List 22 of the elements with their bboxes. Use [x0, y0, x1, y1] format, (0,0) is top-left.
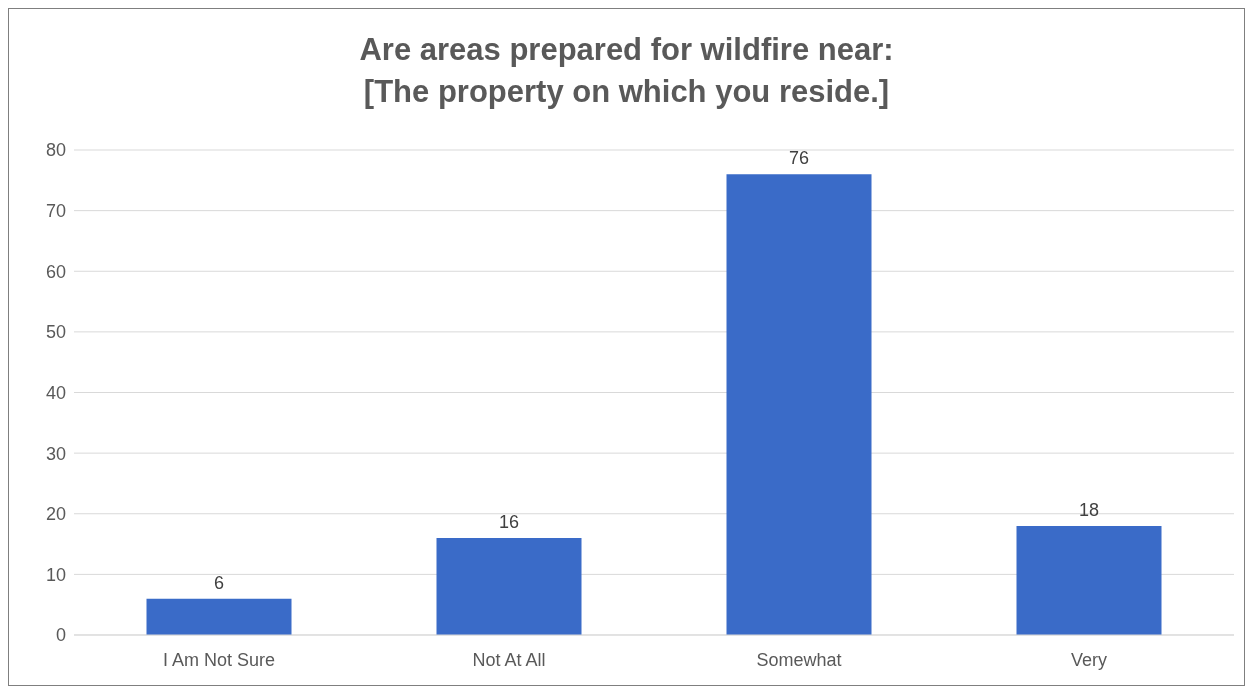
- y-tick-label: 10: [45, 564, 66, 585]
- y-tick-label: 40: [45, 382, 66, 403]
- x-tick-label: Not At All: [472, 649, 546, 670]
- data-label: 16: [498, 512, 520, 532]
- y-tick-label: 60: [45, 261, 66, 282]
- bar: [146, 598, 292, 635]
- y-tick-label: 80: [45, 140, 66, 161]
- chart-title: Are areas prepared for wildfire near: [The property on which you reside.]: [358, 31, 895, 111]
- x-tick-label: I Am Not Sure: [162, 649, 276, 670]
- bar: [726, 174, 872, 635]
- y-tick-label: 70: [45, 201, 66, 222]
- y-tick-label: 20: [45, 504, 66, 525]
- data-label: 76: [788, 148, 810, 169]
- bar: [1016, 525, 1162, 635]
- data-label: 6: [213, 572, 225, 593]
- data-label: 18: [1078, 499, 1100, 520]
- y-tick-label: 30: [45, 443, 66, 464]
- y-tick-label: 50: [45, 322, 66, 343]
- x-tick-label: Somewhat: [756, 649, 842, 670]
- x-tick-label: Very: [1070, 649, 1108, 670]
- bar: [436, 538, 582, 635]
- y-tick-label: 0: [55, 625, 66, 646]
